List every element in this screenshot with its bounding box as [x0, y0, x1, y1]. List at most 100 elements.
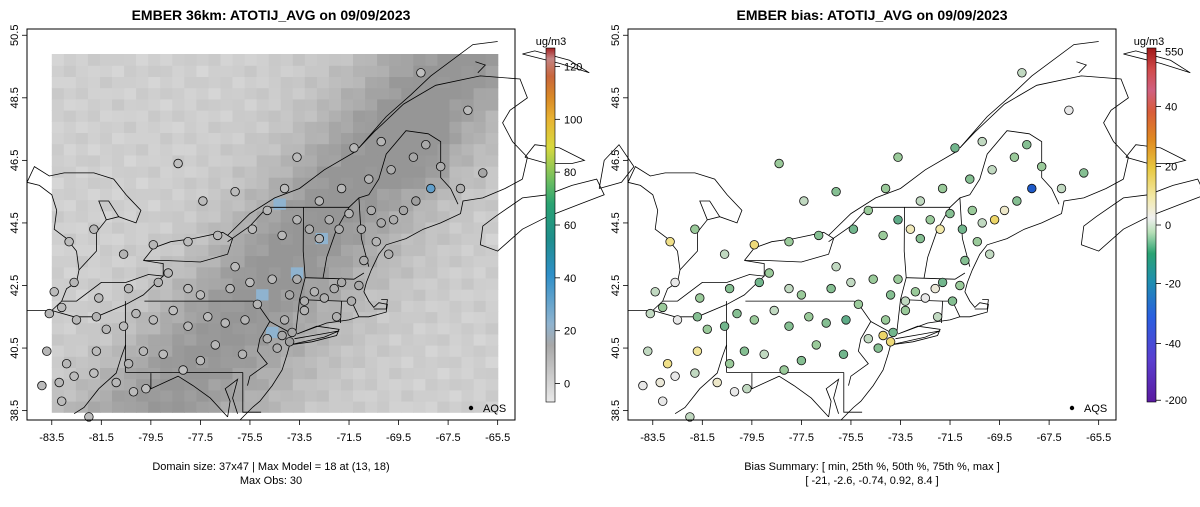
grid-cell: [292, 110, 306, 122]
grid-cell: [280, 221, 294, 234]
grid-cell: [292, 132, 306, 145]
grid-cell: [148, 199, 161, 212]
station-marker: [645, 308, 656, 319]
station-marker: [178, 365, 188, 375]
grid-cell: [461, 255, 475, 268]
grid-cell: [112, 277, 125, 290]
grid-cell: [100, 121, 113, 133]
grid-cell: [256, 210, 270, 223]
grid-cell: [172, 277, 185, 290]
grid-cell: [328, 266, 342, 279]
grid-cell: [112, 98, 125, 111]
grid-cell: [316, 110, 330, 122]
grid-cell: [437, 165, 451, 178]
grid-cell: [75, 76, 89, 89]
station-marker: [148, 315, 159, 325]
grid-cell: [232, 87, 246, 100]
grid-cell: [401, 65, 414, 77]
grid-cell: [160, 345, 173, 357]
grid-cell: [112, 266, 125, 279]
grid-cell: [112, 356, 125, 368]
grid-cell: [304, 244, 318, 257]
grid-cell: [232, 177, 246, 189]
grid-cell: [353, 76, 366, 89]
grid-cell: [280, 233, 294, 245]
grid-cell: [184, 311, 197, 324]
grid-cell: [160, 221, 173, 234]
station-marker: [670, 277, 680, 288]
grid-cell: [485, 345, 499, 357]
boundary-line: [98, 200, 120, 220]
grid-cell: [401, 177, 414, 189]
grid-cell: [136, 76, 149, 89]
grid-cell: [353, 389, 366, 402]
station-marker: [742, 384, 752, 394]
grid-cell: [124, 322, 137, 335]
grid-cell: [401, 277, 414, 290]
grid-cell: [196, 345, 210, 357]
grid-cell: [100, 233, 113, 245]
grid-cell: [172, 177, 185, 189]
grid-cell: [485, 356, 499, 368]
grid-cell: [401, 54, 414, 66]
grid-cell: [100, 367, 113, 380]
colorbar-tick-label: 40: [564, 273, 576, 285]
grid-cell: [485, 143, 499, 156]
grid-cell: [316, 199, 330, 212]
grid-cell: [232, 233, 246, 245]
grid-cell: [485, 154, 499, 167]
grid-cell: [51, 110, 65, 122]
grid-cell: [87, 244, 101, 257]
grid-cell: [51, 233, 65, 245]
grid-cell: [425, 210, 439, 223]
grid-cell: [208, 165, 222, 178]
grid-cell: [485, 98, 499, 111]
grid-cell: [184, 76, 197, 89]
station-marker: [1056, 183, 1067, 194]
grid-cell: [268, 300, 282, 313]
grid-cell: [51, 389, 65, 402]
grid-cell: [124, 65, 137, 77]
station-marker: [42, 346, 52, 356]
grid-cell: [63, 210, 77, 223]
grid-cell: [473, 221, 487, 234]
grid-cell: [461, 266, 475, 279]
grid-cell: [136, 132, 149, 145]
station-marker: [118, 249, 129, 259]
grid-cell: [220, 289, 234, 301]
grid-cell: [244, 87, 258, 100]
x-tick-label: -77.5: [188, 432, 213, 444]
grid-cell: [160, 76, 173, 89]
grid-cell: [461, 199, 475, 212]
grid-cell: [365, 333, 378, 346]
station-marker: [749, 315, 760, 325]
station-marker: [141, 384, 151, 394]
grid-cell: [268, 188, 282, 201]
station-marker: [1027, 183, 1037, 194]
station-marker: [61, 359, 72, 369]
grid-cell: [196, 322, 210, 335]
grid-cell: [341, 65, 354, 77]
grid-cell: [160, 389, 173, 402]
station-marker: [950, 143, 960, 153]
grid-cell: [256, 132, 270, 145]
boundary-line: [227, 150, 357, 236]
grid-cell: [485, 322, 499, 335]
grid-cell: [75, 121, 89, 133]
grid-cell: [51, 289, 65, 301]
grid-cell: [51, 65, 65, 77]
grid-cell: [473, 300, 487, 313]
grid-cell: [100, 110, 113, 122]
station-marker: [796, 290, 807, 300]
grid-cell: [160, 255, 173, 268]
grid-cell: [485, 367, 499, 380]
grid-cell: [148, 233, 161, 245]
grid-cell: [377, 121, 390, 133]
station-marker: [724, 283, 735, 294]
station-marker: [123, 283, 134, 294]
grid-cell: [437, 110, 451, 122]
grid-cell: [124, 345, 137, 357]
grid-cell: [328, 188, 342, 201]
grid-cell: [280, 76, 294, 89]
grid-cell: [75, 401, 89, 413]
